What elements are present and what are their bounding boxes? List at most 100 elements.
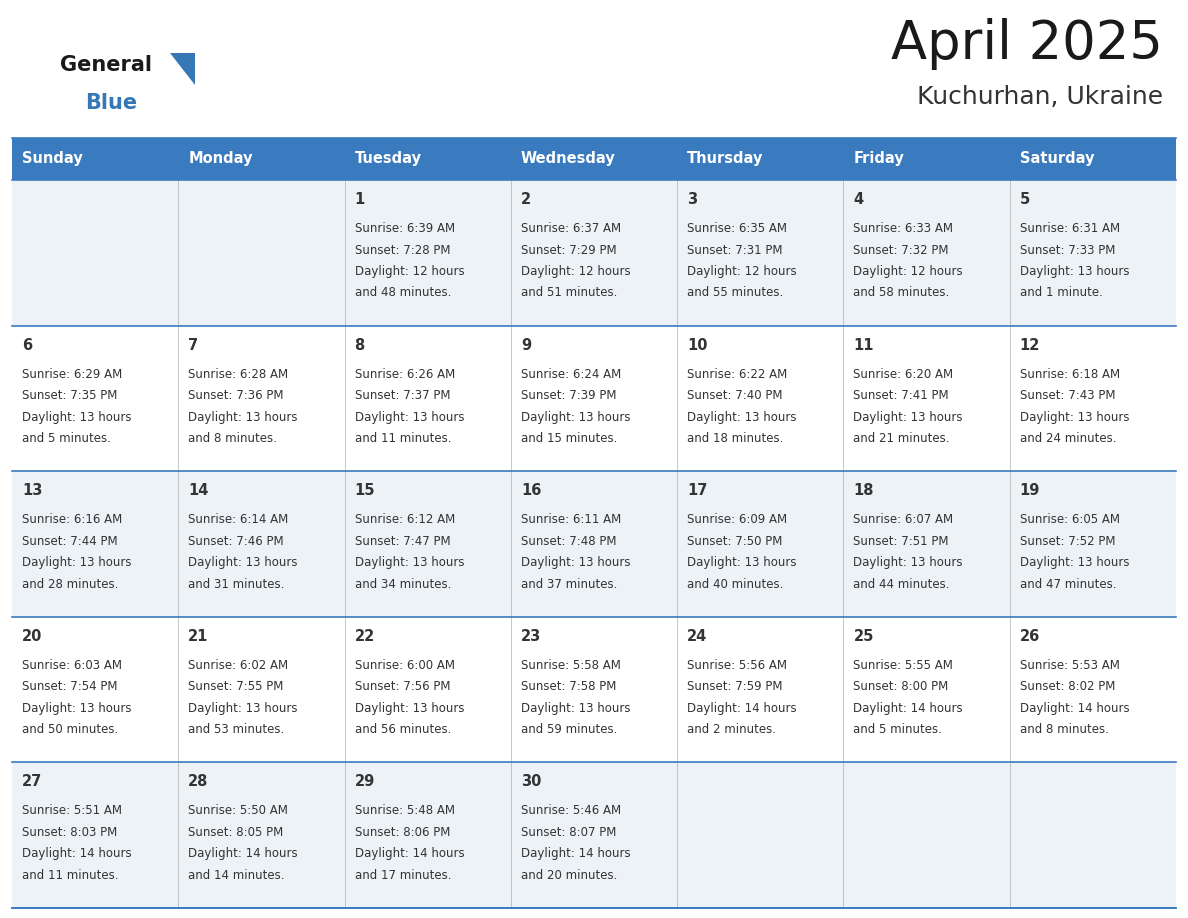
Text: 13: 13 [23,483,43,498]
Text: 21: 21 [188,629,209,644]
Text: Daylight: 13 hours: Daylight: 13 hours [188,701,298,715]
Text: and 5 minutes.: and 5 minutes. [23,432,110,445]
Text: Sunrise: 6:31 AM: Sunrise: 6:31 AM [1019,222,1120,235]
Text: Sunrise: 5:55 AM: Sunrise: 5:55 AM [853,659,953,672]
Text: Daylight: 13 hours: Daylight: 13 hours [23,556,132,569]
Bar [1010,326,1176,471]
Text: Sunset: 8:05 PM: Sunset: 8:05 PM [188,826,284,839]
Text: and 14 minutes.: and 14 minutes. [188,869,285,882]
Text: 9: 9 [520,338,531,353]
Bar [843,138,1010,180]
Text: Sunset: 8:07 PM: Sunset: 8:07 PM [520,826,617,839]
Bar [345,471,511,617]
Text: Sunset: 7:54 PM: Sunset: 7:54 PM [23,680,118,693]
Text: and 44 minutes.: and 44 minutes. [853,577,950,590]
Text: and 24 minutes.: and 24 minutes. [1019,432,1117,445]
Bar [178,763,345,908]
Text: Daylight: 14 hours: Daylight: 14 hours [520,847,631,860]
Text: and 40 minutes.: and 40 minutes. [687,577,784,590]
Text: Daylight: 13 hours: Daylight: 13 hours [354,410,465,423]
Text: Daylight: 13 hours: Daylight: 13 hours [188,556,298,569]
Text: Wednesday: Wednesday [520,151,615,166]
Bar [345,180,511,326]
Text: Saturday: Saturday [1019,151,1094,166]
Text: Sunrise: 6:20 AM: Sunrise: 6:20 AM [853,367,954,381]
Text: Sunrise: 5:48 AM: Sunrise: 5:48 AM [354,804,455,817]
Bar [1010,471,1176,617]
Text: Sunday: Sunday [23,151,83,166]
Text: Sunset: 7:35 PM: Sunset: 7:35 PM [23,389,118,402]
Text: Daylight: 12 hours: Daylight: 12 hours [354,265,465,278]
Text: Daylight: 13 hours: Daylight: 13 hours [23,701,132,715]
Text: 22: 22 [354,629,375,644]
Text: Sunrise: 6:24 AM: Sunrise: 6:24 AM [520,367,621,381]
Text: Sunrise: 6:29 AM: Sunrise: 6:29 AM [23,367,122,381]
Text: Sunrise: 6:14 AM: Sunrise: 6:14 AM [188,513,289,526]
Text: 12: 12 [1019,338,1040,353]
Text: and 55 minutes.: and 55 minutes. [687,286,783,299]
Bar [345,326,511,471]
Bar [12,138,178,180]
Text: 16: 16 [520,483,542,498]
Text: Daylight: 13 hours: Daylight: 13 hours [188,410,298,423]
Text: and 28 minutes.: and 28 minutes. [23,577,119,590]
Text: and 34 minutes.: and 34 minutes. [354,577,451,590]
Text: Sunrise: 6:33 AM: Sunrise: 6:33 AM [853,222,954,235]
Bar [677,180,843,326]
Bar [511,763,677,908]
Text: 24: 24 [687,629,707,644]
Text: Sunset: 7:47 PM: Sunset: 7:47 PM [354,534,450,548]
Text: Daylight: 12 hours: Daylight: 12 hours [853,265,963,278]
Bar [511,138,677,180]
Text: Daylight: 14 hours: Daylight: 14 hours [853,701,963,715]
Text: and 18 minutes.: and 18 minutes. [687,432,784,445]
Text: and 59 minutes.: and 59 minutes. [520,723,618,736]
Text: 6: 6 [23,338,32,353]
Text: and 11 minutes.: and 11 minutes. [23,869,119,882]
Text: Sunrise: 6:16 AM: Sunrise: 6:16 AM [23,513,122,526]
Text: and 11 minutes.: and 11 minutes. [354,432,451,445]
Text: Sunset: 7:44 PM: Sunset: 7:44 PM [23,534,118,548]
Text: 29: 29 [354,775,375,789]
Text: Sunset: 7:50 PM: Sunset: 7:50 PM [687,534,783,548]
Text: Sunset: 7:41 PM: Sunset: 7:41 PM [853,389,949,402]
Bar [677,471,843,617]
Bar [1010,617,1176,763]
Text: Sunrise: 6:22 AM: Sunrise: 6:22 AM [687,367,788,381]
Text: and 48 minutes.: and 48 minutes. [354,286,451,299]
Text: Sunset: 7:59 PM: Sunset: 7:59 PM [687,680,783,693]
Text: and 20 minutes.: and 20 minutes. [520,869,618,882]
Text: Daylight: 13 hours: Daylight: 13 hours [1019,265,1130,278]
Text: Sunset: 7:55 PM: Sunset: 7:55 PM [188,680,284,693]
Text: Daylight: 13 hours: Daylight: 13 hours [853,556,963,569]
Text: 11: 11 [853,338,874,353]
Text: 15: 15 [354,483,375,498]
Text: and 17 minutes.: and 17 minutes. [354,869,451,882]
Text: and 50 minutes.: and 50 minutes. [23,723,119,736]
Text: Daylight: 13 hours: Daylight: 13 hours [1019,410,1130,423]
Text: and 2 minutes.: and 2 minutes. [687,723,776,736]
Text: Sunrise: 5:51 AM: Sunrise: 5:51 AM [23,804,122,817]
Text: Sunrise: 6:07 AM: Sunrise: 6:07 AM [853,513,954,526]
Text: and 8 minutes.: and 8 minutes. [1019,723,1108,736]
Text: Sunrise: 6:00 AM: Sunrise: 6:00 AM [354,659,455,672]
Text: Daylight: 13 hours: Daylight: 13 hours [1019,556,1130,569]
Text: and 15 minutes.: and 15 minutes. [520,432,618,445]
Text: Daylight: 14 hours: Daylight: 14 hours [1019,701,1130,715]
Text: Sunrise: 5:56 AM: Sunrise: 5:56 AM [687,659,788,672]
Text: and 53 minutes.: and 53 minutes. [188,723,285,736]
Bar [511,180,677,326]
Text: Daylight: 13 hours: Daylight: 13 hours [687,556,797,569]
Bar [511,326,677,471]
Text: 30: 30 [520,775,542,789]
Text: 1: 1 [354,192,365,207]
Bar [1010,180,1176,326]
Text: Sunrise: 6:03 AM: Sunrise: 6:03 AM [23,659,122,672]
Text: Sunset: 7:52 PM: Sunset: 7:52 PM [1019,534,1116,548]
Text: Sunset: 7:37 PM: Sunset: 7:37 PM [354,389,450,402]
Bar [178,180,345,326]
Text: Daylight: 14 hours: Daylight: 14 hours [23,847,132,860]
Bar [12,326,178,471]
Text: 23: 23 [520,629,541,644]
Bar [677,617,843,763]
